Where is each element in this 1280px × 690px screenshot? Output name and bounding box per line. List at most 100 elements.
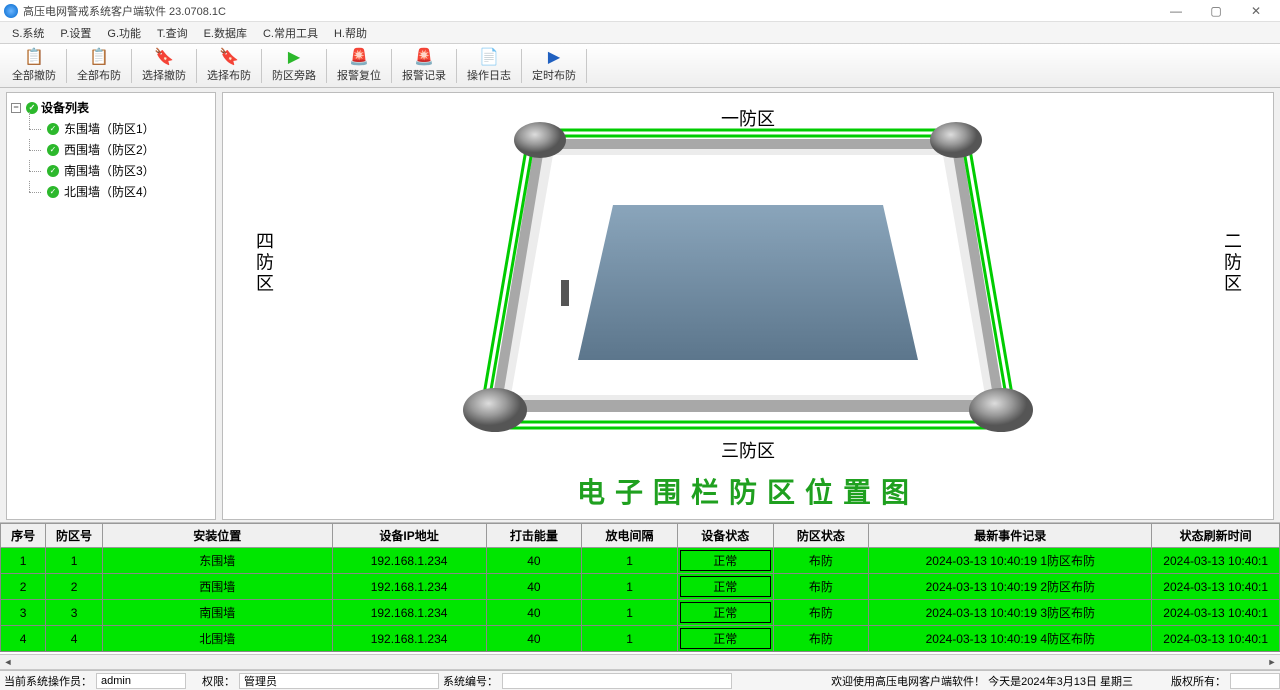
menu-item[interactable]: H.帮助 [326,23,375,43]
scroll-right-icon[interactable]: ► [1264,655,1280,669]
table-cell: 布防 [773,548,869,574]
main-area: − ✓ 设备列表 ✓东围墙（防区1）✓西围墙（防区2）✓南围墙（防区3）✓北围墙… [0,88,1280,522]
toolbar-icon: ▶ [548,48,560,66]
table-row[interactable]: 11东围墙192.168.1.234401正常布防2024-03-13 10:4… [1,548,1280,574]
table-cell: 40 [486,626,582,652]
menu-item[interactable]: C.常用工具 [255,23,326,43]
tree-item[interactable]: ✓北围墙（防区4） [9,181,213,202]
table-header[interactable]: 放电间隔 [582,524,678,548]
menu-item[interactable]: P.设置 [52,23,99,43]
status-table-panel: 序号防区号安装位置设备IP地址打击能量放电间隔设备状态防区状态最新事件记录状态刷… [0,522,1280,670]
toolbar-label: 全部布防 [77,67,121,83]
toolbar-label: 报警记录 [402,67,446,83]
table-cell: 布防 [773,574,869,600]
table-header[interactable]: 最新事件记录 [869,524,1152,548]
toolbar-button[interactable]: ▶防区旁路 [264,46,324,86]
role-label: 权限： [198,673,239,689]
tree-item[interactable]: ✓南围墙（防区3） [9,160,213,181]
table-header[interactable]: 防区号 [46,524,103,548]
table-row[interactable]: 44北围墙192.168.1.234401正常布防2024-03-13 10:4… [1,626,1280,652]
table-cell: 西围墙 [102,574,332,600]
table-cell: 2 [1,574,46,600]
menu-item[interactable]: E.数据库 [196,23,255,43]
table-cell: 40 [486,548,582,574]
toolbar-separator [196,49,197,83]
toolbar-button[interactable]: 🔖选择布防 [199,46,259,86]
fence-diagram [448,110,1048,450]
table-cell: 1 [582,626,678,652]
table-cell: 1 [1,548,46,574]
syscode-value [502,673,732,689]
zone-label-bottom: 三防区 [721,437,775,463]
table-cell: 2024-03-13 10:40:19 1防区布防 [869,548,1152,574]
menu-item[interactable]: G.功能 [99,23,149,43]
toolbar-button[interactable]: 🔖选择撤防 [134,46,194,86]
table-header[interactable]: 设备状态 [677,524,773,548]
horizontal-scrollbar[interactable]: ◄ ► [0,654,1280,670]
table-header[interactable]: 防区状态 [773,524,869,548]
toolbar-button[interactable]: 🚨报警复位 [329,46,389,86]
table-row[interactable]: 33南围墙192.168.1.234401正常布防2024-03-13 10:4… [1,600,1280,626]
table-cell: 2024-03-13 10:40:19 2防区布防 [869,574,1152,600]
tree-root-label: 设备列表 [41,99,89,116]
operator-value: admin [96,673,186,689]
table-cell: 东围墙 [102,548,332,574]
diagram-wrap: 一防区 二防区 三防区 四防区 电子围栏防区位置图 [223,93,1273,519]
tree-root[interactable]: − ✓ 设备列表 [9,97,213,118]
tree-item-label: 东围墙（防区1） [64,120,155,137]
toolbar-label: 选择撤防 [142,67,186,83]
toolbar-button[interactable]: 📋全部布防 [69,46,129,86]
menu-item[interactable]: T.查询 [149,23,196,43]
table-header[interactable]: 打击能量 [486,524,582,548]
toolbar-icon: 📋 [89,48,109,66]
toolbar-label: 防区旁路 [272,67,316,83]
titlebar: 高压电网警戒系统客户端软件 23.0708.1C — ▢ ✕ [0,0,1280,22]
zone-label-right: 二防区 [1219,232,1245,295]
welcome-text: 欢迎使用高压电网客户端软件！ 今天是2024年3月13日 星期三 [827,673,1137,689]
toolbar-button[interactable]: 📋全部撤防 [4,46,64,86]
toolbar-icon: 🔖 [219,48,239,66]
menu-item[interactable]: S.系统 [4,23,52,43]
maximize-button[interactable]: ▢ [1196,1,1236,21]
table-header[interactable]: 设备IP地址 [332,524,486,548]
status-badge: 正常 [680,628,771,649]
table-cell: 1 [582,600,678,626]
tree-item-label: 南围墙（防区3） [64,162,155,179]
copyright-label: 版权所有： [1167,673,1230,689]
toolbar-button[interactable]: 📄操作日志 [459,46,519,86]
role-value: 管理员 [239,673,439,689]
table-header[interactable]: 序号 [1,524,46,548]
menubar: S.系统P.设置G.功能T.查询E.数据库C.常用工具H.帮助 [0,22,1280,44]
scroll-left-icon[interactable]: ◄ [0,655,16,669]
tree-item-label: 西围墙（防区2） [64,141,155,158]
check-icon: ✓ [47,186,59,198]
tree-item[interactable]: ✓东围墙（防区1） [9,118,213,139]
table-cell: 布防 [773,600,869,626]
table-wrap: 序号防区号安装位置设备IP地址打击能量放电间隔设备状态防区状态最新事件记录状态刷… [0,523,1280,654]
toolbar-icon: 📋 [24,48,44,66]
close-button[interactable]: ✕ [1236,1,1276,21]
tree-item[interactable]: ✓ 西围墙（防区2） [9,139,213,160]
toolbar-separator [521,49,522,83]
toolbar-label: 选择布防 [207,67,251,83]
table-cell: 1 [582,548,678,574]
operator-label: 当前系统操作员： [0,673,96,689]
toolbar-button[interactable]: 🚨报警记录 [394,46,454,86]
toolbar-label: 操作日志 [467,67,511,83]
table-cell: 2024-03-13 10:40:1 [1152,626,1280,652]
table-row[interactable]: 22西围墙192.168.1.234401正常布防2024-03-13 10:4… [1,574,1280,600]
toolbar-button[interactable]: ▶定时布防 [524,46,584,86]
status-table: 序号防区号安装位置设备IP地址打击能量放电间隔设备状态防区状态最新事件记录状态刷… [0,523,1280,652]
table-header[interactable]: 状态刷新时间 [1152,524,1280,548]
minimize-button[interactable]: — [1156,1,1196,21]
table-cell: 3 [46,600,103,626]
table-cell: 正常 [677,548,773,574]
syscode-label: 系统编号： [439,673,502,689]
table-cell: 南围墙 [102,600,332,626]
check-icon: ✓ [47,144,59,156]
collapse-icon[interactable]: − [11,103,21,113]
toolbar-separator [456,49,457,83]
table-cell: 2024-03-13 10:40:1 [1152,600,1280,626]
table-header[interactable]: 安装位置 [102,524,332,548]
toolbar-icon: 📄 [479,48,499,66]
